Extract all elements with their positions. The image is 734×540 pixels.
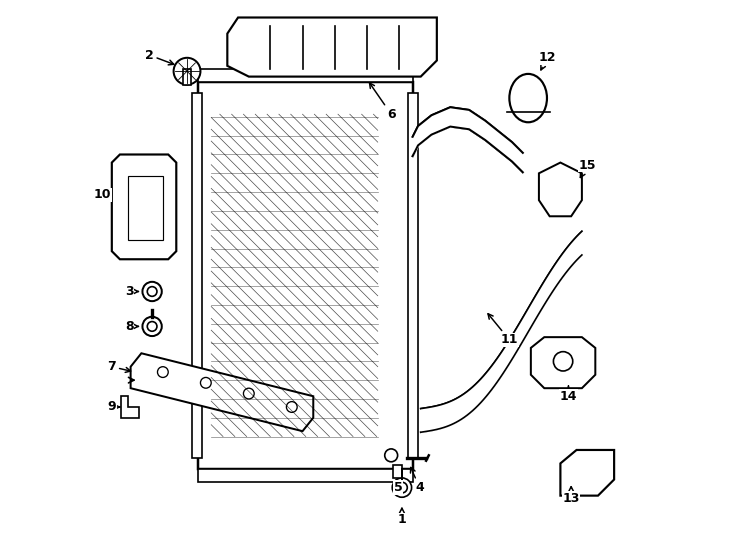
- Text: 4: 4: [410, 468, 424, 494]
- Text: 10: 10: [94, 188, 112, 201]
- Polygon shape: [131, 353, 313, 431]
- Text: 1: 1: [398, 508, 407, 526]
- FancyBboxPatch shape: [393, 465, 402, 478]
- Polygon shape: [197, 69, 413, 82]
- Polygon shape: [197, 469, 413, 482]
- Text: 7: 7: [107, 360, 131, 373]
- Polygon shape: [539, 163, 582, 217]
- Ellipse shape: [509, 74, 547, 122]
- FancyBboxPatch shape: [183, 69, 192, 85]
- Circle shape: [286, 402, 297, 413]
- Polygon shape: [228, 17, 437, 77]
- Text: 2: 2: [145, 49, 174, 65]
- Text: 12: 12: [538, 51, 556, 70]
- Circle shape: [385, 449, 398, 462]
- Text: 6: 6: [369, 83, 396, 121]
- Circle shape: [148, 322, 157, 331]
- Text: 14: 14: [560, 386, 577, 403]
- Circle shape: [396, 482, 407, 493]
- Text: 8: 8: [126, 320, 138, 333]
- Circle shape: [142, 282, 161, 301]
- Circle shape: [148, 287, 157, 296]
- Polygon shape: [121, 396, 139, 418]
- Circle shape: [553, 352, 573, 371]
- Circle shape: [200, 377, 211, 388]
- FancyBboxPatch shape: [408, 93, 418, 458]
- Circle shape: [174, 58, 200, 85]
- Text: 3: 3: [126, 285, 138, 298]
- Polygon shape: [112, 154, 176, 259]
- Text: 13: 13: [562, 487, 580, 505]
- Text: 9: 9: [107, 401, 120, 414]
- Text: 11: 11: [488, 314, 518, 346]
- Polygon shape: [560, 450, 614, 496]
- FancyBboxPatch shape: [192, 93, 202, 458]
- Text: 15: 15: [578, 159, 596, 178]
- Circle shape: [392, 478, 412, 497]
- Circle shape: [158, 367, 168, 377]
- Text: 5: 5: [393, 481, 402, 494]
- Circle shape: [142, 317, 161, 336]
- Circle shape: [244, 388, 254, 399]
- Polygon shape: [531, 337, 595, 388]
